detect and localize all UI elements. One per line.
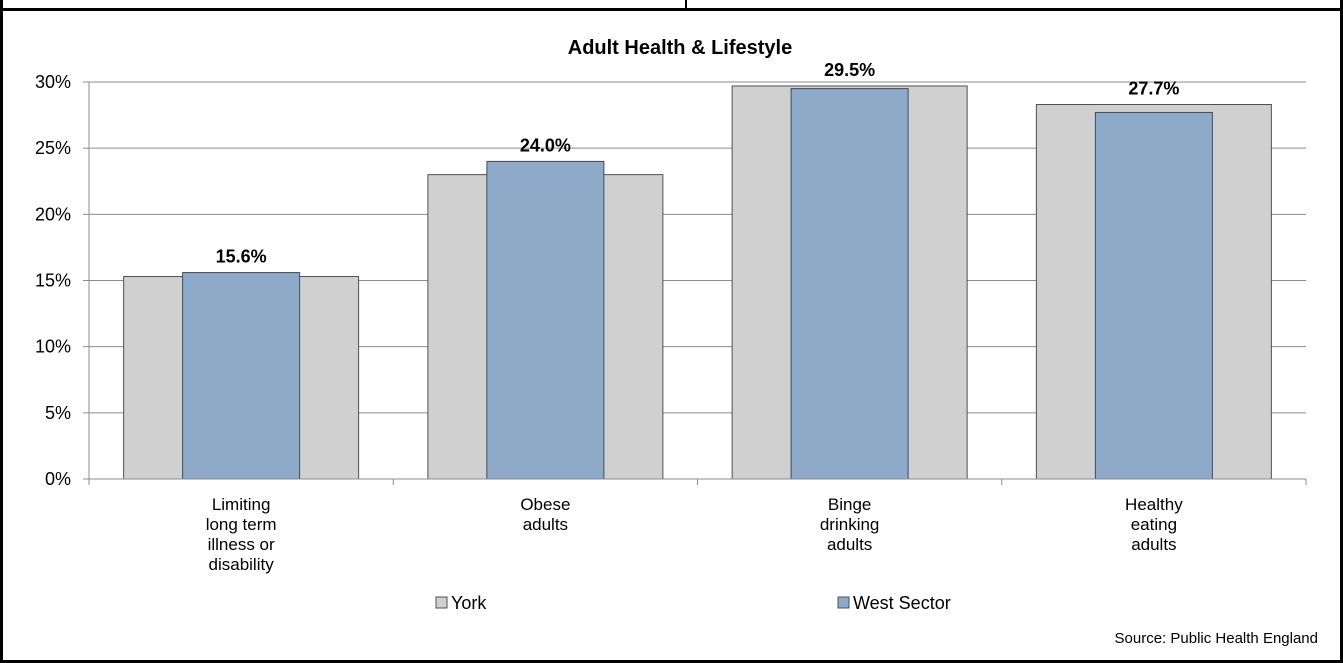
- y-tick-labels: 0% 5% 10% 15% 20% 25% 30%: [35, 72, 71, 489]
- data-label: 24.0%: [520, 135, 571, 155]
- legend: York West Sector: [435, 593, 951, 613]
- legend-swatch: [435, 596, 448, 609]
- bar-west-sector: [486, 160, 605, 480]
- y-tick-label: 0%: [45, 469, 71, 489]
- x-category-labels: Limiting long term illness or disability Obe…: [206, 495, 1184, 574]
- x-category-label: Binge drinking adults: [820, 495, 880, 554]
- data-label: 27.7%: [1128, 78, 1179, 98]
- y-tick-label: 5%: [45, 403, 71, 423]
- legend-label: West Sector: [853, 593, 951, 613]
- data-labels: 15.6% 24.0% 29.5% 27.7%: [216, 60, 1180, 267]
- y-tick-label: 10%: [35, 337, 71, 357]
- chart-title: Adult Health & Lifestyle: [568, 37, 792, 59]
- y-tick-label: 15%: [35, 271, 71, 291]
- data-label: 15.6%: [216, 247, 267, 267]
- axes: [83, 81, 1307, 485]
- legend-swatch: [837, 596, 850, 609]
- bar-west-sector: [790, 88, 909, 480]
- bar-west-sector: [182, 272, 301, 480]
- y-tick-label: 20%: [35, 204, 71, 224]
- x-category-label: Limiting long term illness or disability: [206, 495, 277, 574]
- x-category-label: Healthy eating adults: [1125, 495, 1183, 554]
- data-label: 29.5%: [824, 60, 875, 80]
- y-tick-label: 30%: [35, 72, 71, 92]
- top-divider: [685, 0, 687, 10]
- legend-label: York: [451, 593, 487, 613]
- bars: [123, 85, 1272, 480]
- y-tick-label: 25%: [35, 138, 71, 158]
- x-category-label: Obese adults: [520, 495, 570, 534]
- bar-west-sector: [1094, 111, 1213, 480]
- top-border: [0, 8, 1343, 11]
- source-note: Source: Public Health England: [1115, 630, 1318, 647]
